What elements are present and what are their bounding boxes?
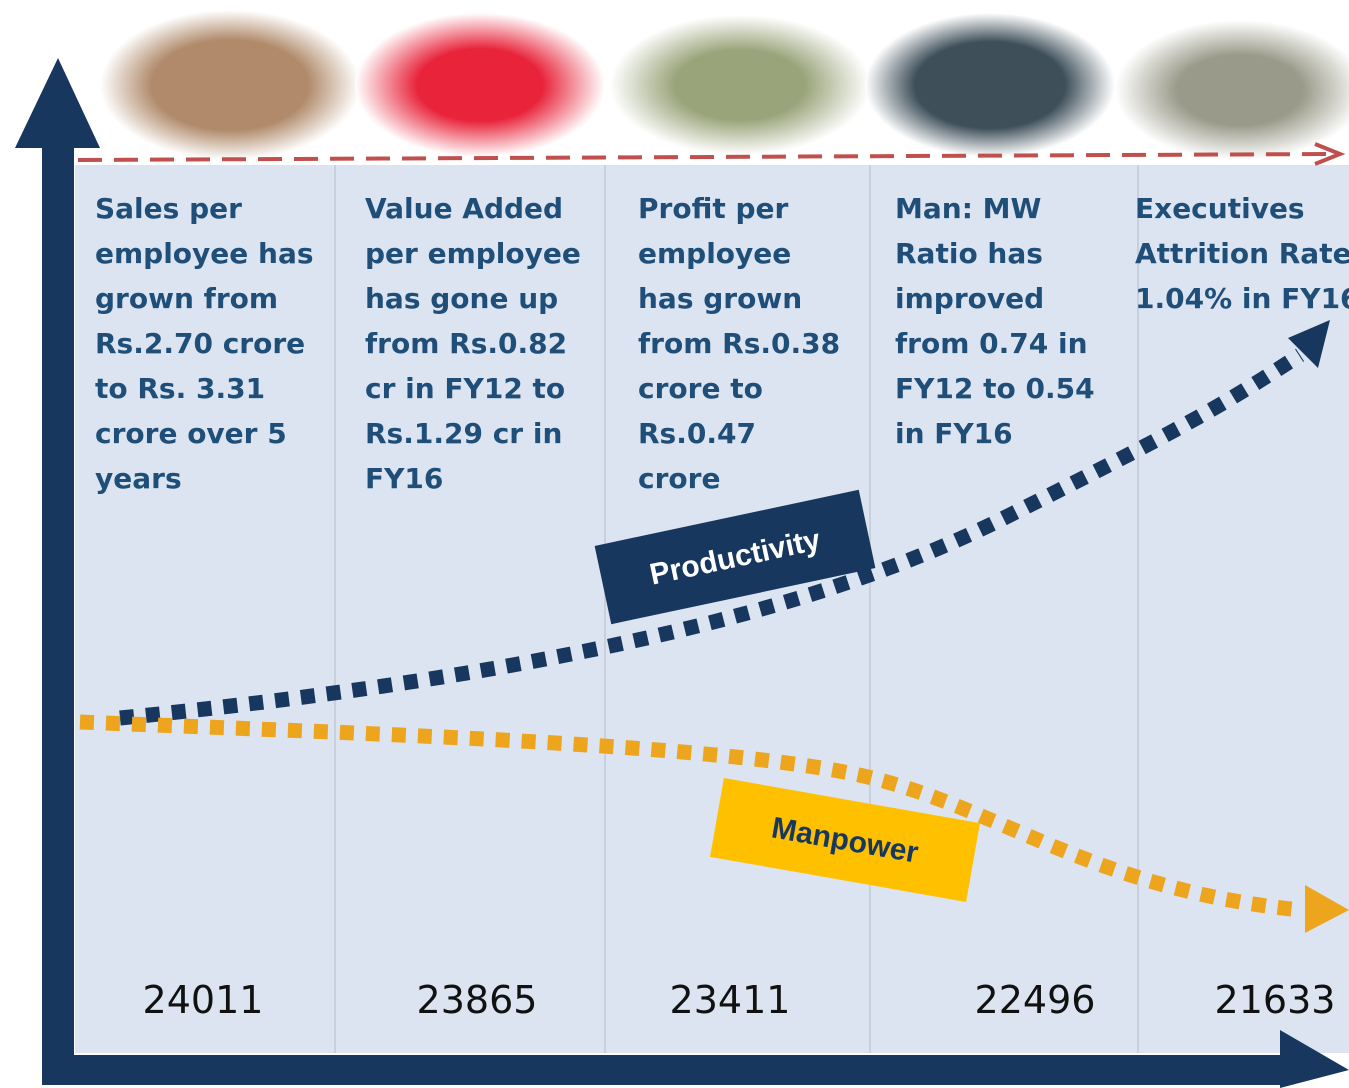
column-text: 1.04% in FY16 xyxy=(1135,282,1349,315)
column-text: FY16 xyxy=(365,462,443,495)
column-text: years xyxy=(95,462,182,495)
red-arrow-head xyxy=(1314,142,1346,166)
column-text: Executives xyxy=(1135,192,1305,225)
columns: Sales per employee has grown from Rs.2.70 c… xyxy=(95,192,1349,1022)
column-text: Rs.2.70 crore xyxy=(95,327,305,360)
column-text: Value Added xyxy=(365,192,563,225)
column-text: to Rs. 3.31 xyxy=(95,372,265,405)
manpower-label: Manpower xyxy=(710,778,980,902)
headcount: 22496 xyxy=(975,978,1096,1022)
panel xyxy=(75,165,1349,1053)
y-arrow-head xyxy=(15,58,100,148)
headcount: 23411 xyxy=(670,978,791,1022)
headcount: 23865 xyxy=(417,978,538,1022)
column-text: cr in FY12 to xyxy=(365,372,565,405)
column-text: per employee xyxy=(365,237,581,270)
column-text: crore xyxy=(638,462,720,495)
manpower-line xyxy=(79,714,1301,918)
manpower-arrow-head xyxy=(1305,885,1349,933)
column-text: Attrition Rate xyxy=(1135,237,1349,270)
column-text: from 0.74 in xyxy=(895,327,1088,360)
column-text: employee xyxy=(638,237,791,270)
dividers xyxy=(334,165,1139,1053)
column-text: improved xyxy=(895,282,1044,315)
column-text: grown from xyxy=(95,282,278,315)
photo xyxy=(865,13,1115,157)
photo xyxy=(355,13,605,157)
column-text: Profit per xyxy=(638,192,788,225)
x-arrow-head xyxy=(1280,1030,1349,1088)
column-text: has grown xyxy=(638,282,802,315)
column-text: in FY16 xyxy=(895,417,1013,450)
column-text: from Rs.0.82 xyxy=(365,327,567,360)
red-dashed-line xyxy=(77,152,1331,162)
photo xyxy=(100,10,360,160)
y-axis-arrow xyxy=(42,140,74,1085)
column-text: Ratio has xyxy=(895,237,1043,270)
column-text: from Rs.0.38 xyxy=(638,327,840,360)
column-text: FY12 to 0.54 xyxy=(895,372,1095,405)
column-text: crore to xyxy=(638,372,763,405)
x-axis-arrow xyxy=(42,1055,1287,1085)
column-text: Rs.0.47 xyxy=(638,417,756,450)
column-text: crore over 5 xyxy=(95,417,287,450)
column-text: Rs.1.29 cr in xyxy=(365,417,562,450)
headcount: 24011 xyxy=(143,978,264,1022)
productivity-label: Productivity xyxy=(594,489,876,625)
productivity-arrow-head xyxy=(1288,320,1330,368)
column-text: has gone up xyxy=(365,282,558,315)
column-text: Sales per xyxy=(95,192,242,225)
productivity-line xyxy=(119,348,1305,726)
photo xyxy=(610,15,870,155)
column-text: Man: MW xyxy=(895,192,1042,225)
headcount: 21633 xyxy=(1215,978,1336,1022)
photo xyxy=(1115,20,1349,160)
column-text: employee has xyxy=(95,237,314,270)
